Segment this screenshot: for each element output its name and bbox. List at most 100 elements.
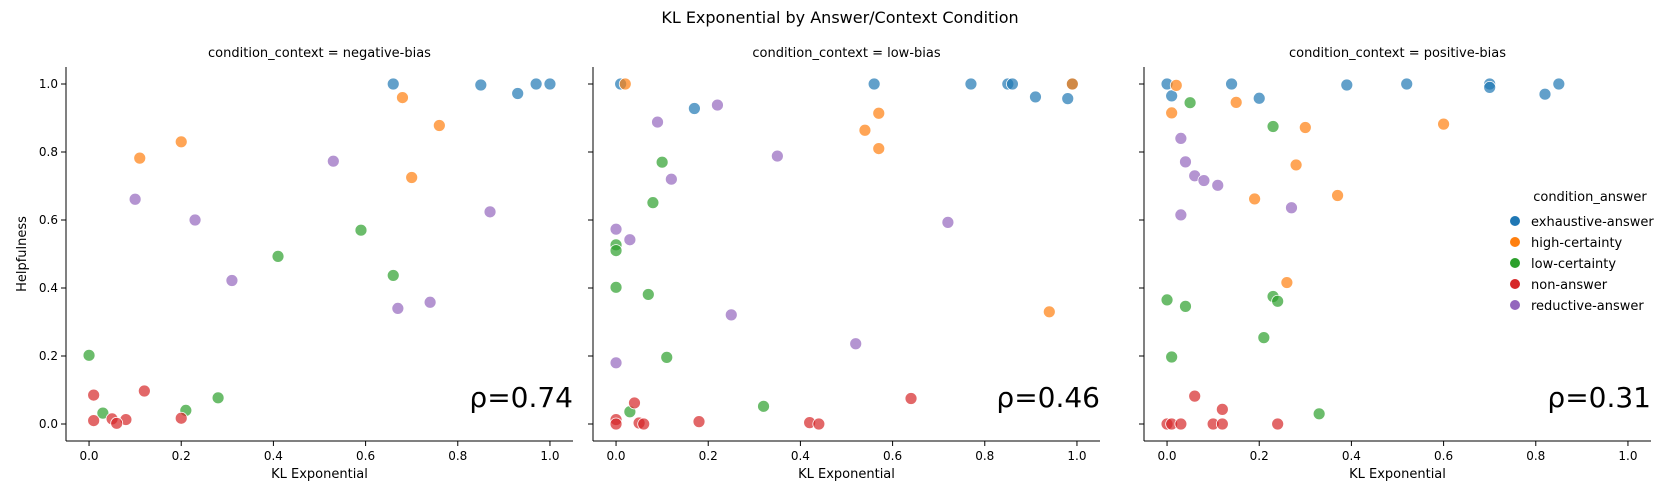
data-point-reductive-answer [770, 149, 784, 163]
x-tick-label: 0.6 [883, 449, 902, 463]
x-tick-label: 0.4 [1342, 449, 1361, 463]
x-tick-label: 0.2 [172, 449, 191, 463]
data-point-reductive-answer [225, 274, 239, 287]
data-point-exhaustive-answer [1252, 91, 1266, 105]
data-point-exhaustive-answer [1006, 77, 1019, 91]
data-point-exhaustive-answer [543, 77, 557, 91]
data-point-reductive-answer [849, 337, 863, 351]
data-point-non-answer [1188, 389, 1202, 403]
data-point-high-certainty [1042, 305, 1056, 319]
data-point-high-certainty [618, 77, 632, 91]
y-tick-label: 0.0 [39, 417, 58, 431]
data-point-high-certainty [432, 119, 446, 132]
legend-marker [1510, 216, 1520, 226]
data-point-exhaustive-answer [529, 77, 543, 91]
panel-2: condition_context = low-bias 0.0 0.2 0.4 0.6… [588, 46, 1100, 482]
x-tick-label: 0.0 [1157, 449, 1176, 463]
x-tick-label: 0.4 [264, 449, 283, 463]
data-point-non-answer [637, 417, 651, 431]
data-point-non-answer [1215, 417, 1229, 431]
data-point-low-certainty [82, 348, 96, 362]
data-point-low-certainty [1160, 293, 1174, 307]
data-point-reductive-answer [1174, 208, 1188, 222]
data-point-high-certainty [396, 91, 409, 104]
data-point-high-certainty [1248, 192, 1262, 206]
data-point-non-answer [1174, 417, 1188, 431]
x-axis-label: KL Exponential [798, 467, 895, 482]
legend-marker [1510, 300, 1520, 310]
legend-label: high-certainty [1531, 236, 1623, 251]
legend-marker [1510, 258, 1520, 268]
data-point-reductive-answer [1179, 155, 1192, 169]
data-point-reductive-answer [391, 301, 405, 315]
legend-label: reductive-answer [1531, 299, 1644, 314]
y-tick-label: 0.6 [39, 213, 58, 227]
data-point-non-answer [1215, 402, 1229, 416]
data-point-low-certainty [1165, 350, 1179, 364]
data-point-exhaustive-answer [1165, 89, 1179, 103]
data-point-reductive-answer [1211, 178, 1225, 192]
data-point-exhaustive-answer [1225, 77, 1238, 91]
data-point-non-answer [904, 392, 918, 405]
legend: condition_answer exhaustive-answer high-ce… [1510, 190, 1654, 314]
data-point-low-certainty [641, 288, 655, 301]
data-point-high-certainty [872, 106, 886, 120]
data-point-low-certainty [609, 280, 623, 294]
data-point-high-certainty [1065, 77, 1079, 91]
data-point-non-answer [1271, 417, 1285, 431]
y-tick-label: 0.4 [39, 281, 58, 295]
x-tick-label: 0.4 [791, 449, 810, 463]
panel-3: condition_context = positive-bias 0.0 0.2 0… [1139, 46, 1651, 482]
data-point-low-certainty [354, 223, 368, 237]
correlation-annotation: ρ=0.31 [1547, 381, 1651, 414]
data-point-low-certainty [271, 249, 285, 263]
data-point-reductive-answer [128, 192, 142, 206]
x-tick-label: 0.8 [448, 449, 467, 463]
data-point-low-certainty [1179, 299, 1192, 313]
data-point-reductive-answer [326, 154, 340, 168]
data-point-non-answer [87, 388, 101, 402]
data-point-reductive-answer [609, 222, 623, 236]
data-point-high-certainty [1229, 95, 1243, 109]
data-point-reductive-answer [724, 308, 738, 322]
data-point-non-answer [628, 396, 641, 410]
data-point-reductive-answer [483, 205, 497, 219]
data-point-exhaustive-answer [511, 87, 525, 100]
legend-label: exhaustive-answer [1531, 215, 1654, 230]
x-tick-label: 1.0 [1067, 449, 1086, 463]
correlation-annotation: ρ=0.74 [469, 381, 573, 414]
y-tick-label: 0.8 [39, 145, 58, 159]
panel-title: condition_context = low-bias [752, 46, 940, 61]
data-point-high-certainty [174, 135, 188, 149]
panel-1: condition_context = negative-bias 0.0 0.2 0… [15, 46, 573, 482]
data-point-high-certainty [1437, 117, 1450, 131]
data-point-high-certainty [1298, 121, 1312, 134]
x-tick-label: 1.0 [540, 449, 559, 463]
data-point-low-certainty [1312, 407, 1326, 421]
correlation-annotation: ρ=0.46 [996, 381, 1100, 414]
legend-marker [1510, 279, 1520, 289]
legend-title: condition_answer [1533, 190, 1647, 205]
x-axis-label: KL Exponential [1349, 467, 1446, 482]
data-point-reductive-answer [1197, 174, 1211, 187]
data-point-non-answer [137, 384, 151, 398]
data-point-reductive-answer [423, 295, 437, 309]
data-point-non-answer [609, 417, 623, 431]
data-point-exhaustive-answer [474, 78, 488, 92]
data-point-non-answer [812, 417, 826, 431]
data-point-high-certainty [858, 123, 872, 137]
data-point-reductive-answer [941, 215, 955, 229]
data-point-exhaustive-answer [1029, 90, 1042, 104]
data-point-exhaustive-answer [1552, 77, 1566, 91]
data-point-high-certainty [1289, 158, 1303, 172]
data-point-low-certainty [757, 399, 770, 413]
data-point-non-answer [692, 415, 706, 429]
x-tick-label: 0.8 [1526, 449, 1545, 463]
x-tick-label: 0.2 [1250, 449, 1269, 463]
x-tick-label: 0.0 [606, 449, 625, 463]
x-axis-label: KL Exponential [271, 467, 368, 482]
y-axis-label: Helpfulness [15, 216, 30, 292]
data-point-exhaustive-answer [688, 102, 701, 115]
